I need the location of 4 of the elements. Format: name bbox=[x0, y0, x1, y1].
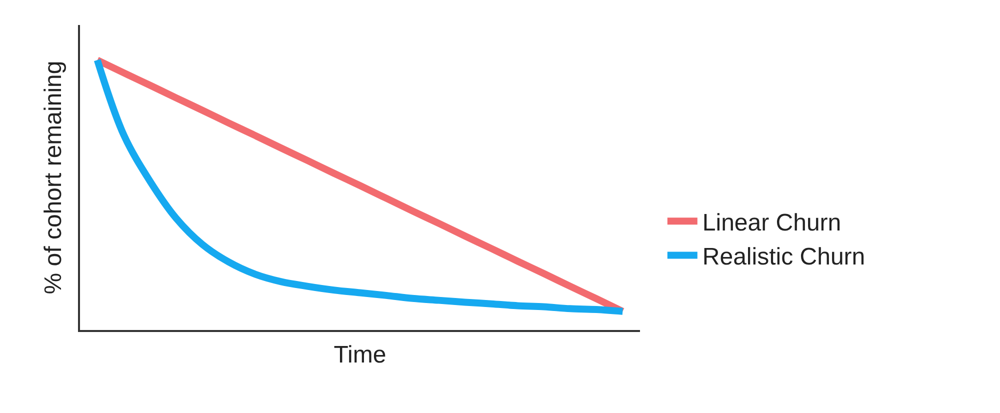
x-axis-title: Time bbox=[334, 342, 386, 369]
legend-label: Linear Churn bbox=[702, 209, 842, 236]
y-axis-title: % of cohort remaining bbox=[40, 60, 67, 294]
legend-label: Realistic Churn bbox=[702, 244, 866, 271]
